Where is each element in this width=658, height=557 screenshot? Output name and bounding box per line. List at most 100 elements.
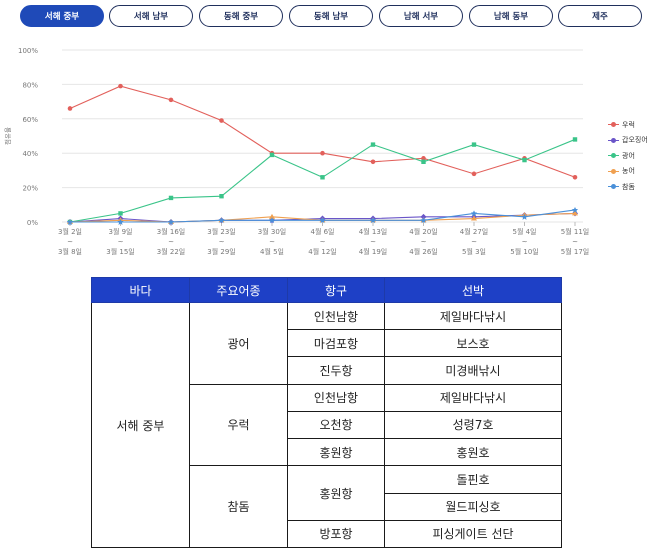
data-point	[420, 213, 427, 220]
table-row: 참돔 홍원항 돌핀호	[92, 465, 562, 548]
data-point	[522, 157, 527, 163]
legend-item[interactable]: 우럭	[608, 117, 658, 133]
legend-item[interactable]: 농어	[608, 164, 658, 180]
data-point	[471, 210, 477, 217]
port-cell: 진두항	[287, 356, 385, 385]
data-point	[118, 211, 123, 216]
chart-legend: 우럭 갑오징어 광어 농어 참돔	[608, 117, 658, 195]
x-tick-label: 4월 6일	[310, 227, 334, 236]
sea-cell: 서해 중부	[91, 302, 190, 548]
legend-item[interactable]: 광어	[608, 148, 658, 164]
x-tick-label: 5월 3일	[462, 247, 486, 256]
tab-south-west[interactable]: 남해 서부	[379, 5, 463, 27]
data-point	[118, 83, 123, 89]
table-row: 진두항 미경배낚시	[92, 356, 562, 385]
y-tick-label: 40%	[22, 150, 38, 158]
data-point	[471, 215, 477, 221]
data-point	[421, 159, 426, 164]
fishing-spots-table: 바다 주요어종 항구 선박 서해 중부 광어 인천남항 제일바다낚시 마검포항 …	[91, 277, 562, 549]
y-tick-label: 20%	[22, 185, 38, 193]
data-point	[370, 142, 376, 147]
data-point	[67, 106, 73, 111]
data-point	[421, 156, 426, 161]
port-cell: 홍원항	[287, 465, 385, 521]
x-tick-label: ~	[219, 238, 225, 246]
x-tick-label: 3월 15일	[106, 247, 134, 256]
tab-east-central[interactable]: 동해 중부	[199, 5, 283, 27]
x-tick-label: 4월 13일	[359, 227, 387, 236]
boat-cell: 제일바다낚시	[384, 301, 562, 331]
legend-item[interactable]: 참돔	[608, 179, 658, 195]
x-tick-label: ~	[471, 238, 477, 246]
data-point	[572, 137, 578, 142]
data-point	[572, 210, 578, 216]
table-row: 홍원항 홍원호	[92, 438, 562, 467]
x-tick-label: 4월 5일	[260, 247, 284, 256]
y-tick-label: 100%	[18, 47, 38, 55]
boat-cell: 피싱게이트 선단	[384, 519, 562, 549]
table-row: 서해 중부 광어 인천남항 제일바다낚시	[91, 301, 562, 548]
data-point	[320, 175, 325, 180]
data-point	[67, 219, 73, 225]
x-tick-label: 3월 22일	[157, 247, 185, 256]
y-tick-label: 80%	[22, 81, 38, 89]
x-tick-label: 3월 16일	[157, 227, 185, 236]
x-tick-label: ~	[118, 238, 124, 246]
port-cell: 인천남항	[287, 383, 385, 412]
x-tick-label: 3월 8일	[58, 247, 82, 256]
x-tick-label: 5월 10일	[510, 247, 538, 256]
boat-cell: 보스호	[384, 329, 562, 358]
legend-item[interactable]: 갑오징어	[608, 133, 658, 149]
boat-cell: 돌핀호	[384, 465, 562, 494]
boat-cell: 홍원호	[384, 438, 562, 467]
port-cell: 오천항	[287, 410, 385, 440]
table-row: 방포항 피싱게이트 선단	[92, 519, 562, 549]
x-tick-label: 5월 11일	[561, 227, 589, 236]
tab-west-south[interactable]: 서해 남부	[109, 5, 193, 27]
y-tick-label: 60%	[22, 116, 38, 124]
x-tick-label: ~	[320, 238, 326, 246]
boat-cell: 월드피싱호	[384, 492, 562, 521]
data-point	[168, 97, 174, 103]
tab-south-east[interactable]: 남해 동부	[469, 5, 553, 27]
x-tick-label: 4월 19일	[359, 247, 387, 256]
legend-label: 광어	[622, 151, 635, 160]
tab-east-south[interactable]: 동해 남부	[289, 5, 373, 27]
data-point	[521, 213, 528, 220]
sea-region-tabs: 서해 중부 서해 남부 동해 중부 동해 남부 남해 서부 남해 동부 제주	[20, 5, 642, 27]
x-tick-label: 3월 9일	[108, 227, 132, 236]
x-tick-label: 3월 30일	[258, 227, 286, 236]
port-cell: 홍원항	[287, 438, 385, 467]
x-tick-label: ~	[67, 238, 73, 246]
header-port: 항구	[287, 277, 385, 303]
table-header-row: 바다 주요어종 항구 선박	[91, 277, 562, 303]
data-point	[219, 118, 224, 123]
data-point	[168, 219, 174, 225]
x-tick-label: 4월 27일	[460, 227, 488, 236]
boat-cell: 제일바다낚시	[384, 383, 562, 412]
tab-jeju[interactable]: 제주	[558, 5, 642, 27]
legend-label: 갑오징어	[622, 136, 648, 145]
data-point	[219, 194, 224, 199]
port-cell: 인천남항	[287, 301, 385, 331]
x-tick-label: ~	[421, 238, 427, 246]
port-cell: 방포항	[287, 519, 385, 549]
tab-west-central[interactable]: 서해 중부	[20, 5, 104, 27]
table-row: 마검포항 보스호	[92, 329, 562, 358]
x-tick-label: ~	[572, 238, 578, 246]
x-tick-label: 5월 4일	[512, 227, 536, 236]
data-point	[370, 159, 376, 165]
data-point	[420, 217, 427, 224]
legend-marker-icon	[608, 121, 619, 129]
header-boat: 선박	[384, 277, 562, 303]
species-cell: 참돔	[189, 465, 288, 548]
data-point	[320, 150, 325, 156]
header-main-species: 주요어종	[189, 277, 288, 303]
x-tick-label: 3월 2일	[58, 227, 82, 236]
data-point	[269, 217, 275, 224]
data-point	[218, 217, 225, 224]
legend-marker-icon	[608, 152, 619, 160]
x-tick-label: 4월 12일	[308, 247, 336, 256]
data-point	[269, 213, 275, 219]
port-cell: 마검포항	[287, 329, 385, 358]
